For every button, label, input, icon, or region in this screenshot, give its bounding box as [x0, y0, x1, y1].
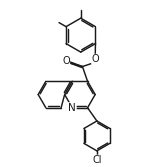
Text: O: O — [62, 56, 70, 66]
Text: O: O — [92, 54, 99, 64]
Text: Cl: Cl — [92, 155, 102, 165]
Text: N: N — [68, 103, 76, 113]
